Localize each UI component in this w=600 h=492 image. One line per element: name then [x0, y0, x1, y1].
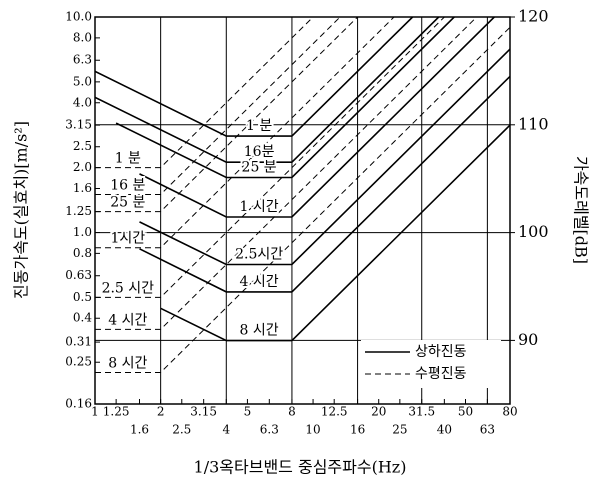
- y2-tick-label: 110: [518, 114, 549, 133]
- curve-label: 2.5 시간: [102, 280, 155, 296]
- curve: [95, 17, 445, 298]
- x-tick-label: 31.5: [408, 405, 435, 419]
- y-tick-label: 0.63: [65, 268, 92, 282]
- x-tick-label: 3.15: [190, 405, 217, 419]
- curve-label: 25 분: [110, 195, 145, 211]
- y-tick-label: 2.5: [73, 139, 92, 153]
- x-tick-label: 1.6: [130, 423, 149, 437]
- y-tick-label: 0.16: [65, 397, 92, 411]
- y-tick-label: 1.25: [65, 204, 92, 218]
- y-axis-label: 진동가속도(실효치)[m/s²]: [12, 121, 31, 299]
- x-tick-label: 20: [371, 405, 386, 419]
- x-tick-label: 2.5: [172, 423, 191, 437]
- curve: [115, 17, 455, 179]
- curve-label: 2.5시간: [235, 247, 283, 263]
- y-tick-label: 1.0: [73, 225, 92, 239]
- curve-label: 8 시간: [108, 356, 147, 372]
- x-tick-label: 6.3: [260, 423, 279, 437]
- y-tick-label: 0.8: [73, 246, 92, 260]
- y-tick-label: 0.31: [65, 335, 92, 349]
- y2-axis-label: 가속도레벨[dB]: [572, 156, 591, 264]
- y-tick-label: 10.0: [65, 10, 92, 24]
- x-tick-label: 2: [157, 405, 165, 419]
- y-tick-label: 4.0: [73, 95, 92, 109]
- curve-label: 16 분: [110, 178, 145, 194]
- x-tick-label: 80: [502, 405, 517, 419]
- curve: [139, 48, 510, 266]
- curve-label: 1 시간: [240, 199, 279, 215]
- x-tick-label: 5: [244, 405, 252, 419]
- curves: [95, 17, 510, 373]
- y-tick-label: 0.5: [73, 290, 92, 304]
- y2-tick-label: 120: [518, 7, 549, 26]
- y2-tick-label: 90: [518, 330, 538, 349]
- y-tick-label: 0.4: [73, 311, 92, 325]
- curve-label: 8 시간: [240, 323, 279, 339]
- curve: [139, 17, 495, 218]
- y-tick-label: 2.0: [73, 160, 92, 174]
- curve: [95, 17, 314, 169]
- x-tick-label: 12.5: [321, 405, 348, 419]
- curve: [95, 17, 414, 137]
- x-tick-label: 4: [222, 423, 230, 437]
- curve-label: 4 시간: [108, 312, 147, 328]
- y2-tick-label: 100: [518, 222, 549, 241]
- y-tick-label: 3.15: [65, 118, 92, 132]
- y-tick-label: 8.0: [73, 30, 92, 44]
- x-tick-label: 25: [392, 423, 407, 437]
- curve: [95, 17, 358, 213]
- x-tick-label: 63: [480, 423, 495, 437]
- x-tick-label: 16: [350, 423, 365, 437]
- curve-label: 1 분: [115, 151, 141, 167]
- curve-label: 4 시간: [240, 274, 279, 290]
- curve: [95, 17, 440, 163]
- curve: [95, 17, 341, 195]
- x-axis-label: 1/3옥타브밴드 중심주파수(Hz): [194, 458, 407, 477]
- y-tick-label: 6.3: [73, 53, 92, 67]
- curve: [95, 17, 395, 249]
- y-tick-label: 5.0: [73, 74, 92, 88]
- curve-label: 1시간: [110, 231, 145, 247]
- curve: [139, 75, 510, 293]
- x-tick-label: 40: [437, 423, 452, 437]
- legend-box: [361, 340, 501, 388]
- y-tick-label: 0.25: [65, 355, 92, 369]
- x-tick-label: 1: [91, 405, 99, 419]
- curve-label: 1 분: [246, 118, 272, 134]
- curve: [160, 124, 510, 342]
- legend-label: 수평진동: [415, 366, 467, 382]
- curve-label: 16분: [244, 144, 275, 160]
- curve-label: 25 분: [242, 159, 277, 175]
- x-tick-label: 1.25: [103, 405, 130, 419]
- legend-label: 상하진동: [415, 344, 467, 360]
- x-tick-label: 50: [458, 405, 473, 419]
- curve: [95, 17, 478, 330]
- curve: [95, 26, 510, 373]
- y-tick-label: 1.6: [73, 181, 92, 195]
- x-tick-label: 10: [305, 423, 320, 437]
- x-tick-label: 8: [288, 405, 296, 419]
